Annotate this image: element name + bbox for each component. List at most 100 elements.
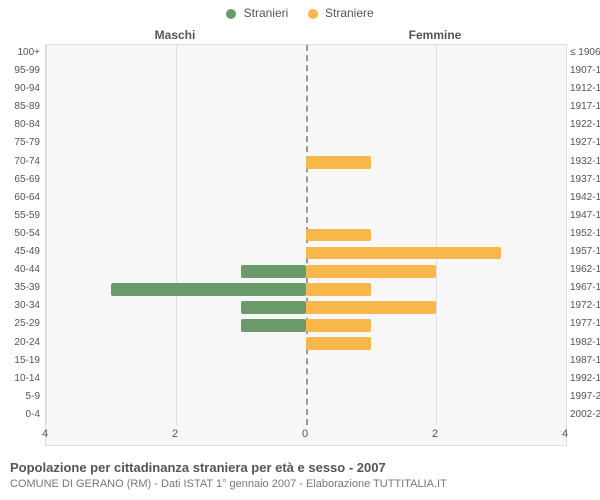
bar-female [306,283,371,296]
pyramid-row-female [306,316,566,334]
legend-label-female: Straniere [325,6,374,20]
year-label: 1927-1931 [570,134,600,152]
pyramid-row-female [306,190,566,208]
pyramid-row-female [306,353,566,371]
age-label: 70-74 [4,153,40,171]
pyramid-row-female [306,244,566,262]
pyramid-row-male [46,190,306,208]
year-label: 1962-1966 [570,261,600,279]
year-label: ≤ 1906 [570,44,600,62]
age-label: 30-34 [4,297,40,315]
bar-female [306,156,371,169]
age-label: 0-4 [4,406,40,424]
pyramid-row-female [306,262,566,280]
legend-swatch-male [226,9,236,19]
age-label: 75-79 [4,134,40,152]
chart-title: Popolazione per cittadinanza straniera p… [10,460,590,475]
year-label: 2002-2006 [570,406,600,424]
female-panel [306,45,566,425]
pyramid-row-male [46,298,306,316]
pyramid-row-female [306,226,566,244]
pyramid-row-female [306,335,566,353]
x-tick-label: 4 [35,428,55,440]
pyramid-row-female [306,280,566,298]
year-label: 1907-1911 [570,62,600,80]
pyramid-row-female [306,407,566,425]
x-tick-label: 2 [425,428,445,440]
year-label: 1992-1996 [570,370,600,388]
age-label: 50-54 [4,225,40,243]
age-label: 80-84 [4,116,40,134]
age-label: 55-59 [4,207,40,225]
bar-male [241,265,306,278]
x-tick-label: 0 [295,428,315,440]
gridline [566,45,567,425]
age-label: 25-29 [4,315,40,333]
pyramid-row-female [306,389,566,407]
pyramid-row-male [46,280,306,298]
x-tick-label: 4 [555,428,575,440]
age-label: 45-49 [4,243,40,261]
age-label: 100+ [4,44,40,62]
bar-male [241,301,306,314]
population-pyramid-chart: Stranieri Straniere Maschi Femmine Fasce… [0,0,600,500]
pyramid-row-female [306,208,566,226]
pyramid-row-female [306,371,566,389]
pyramid-row-male [46,117,306,135]
year-label: 1937-1941 [570,171,600,189]
age-label: 15-19 [4,352,40,370]
year-label: 1932-1936 [570,153,600,171]
legend-item-female: Straniere [308,6,374,20]
pyramid-row-male [46,389,306,407]
bar-female [306,229,371,242]
year-label: 1912-1916 [570,80,600,98]
bar-male [241,319,306,332]
bar-female [306,337,371,350]
age-label: 40-44 [4,261,40,279]
pyramid-row-male [46,353,306,371]
year-label: 1967-1971 [570,279,600,297]
pyramid-row-female [306,298,566,316]
year-label: 1922-1926 [570,116,600,134]
age-label: 90-94 [4,80,40,98]
age-label: 10-14 [4,370,40,388]
pyramid-row-female [306,63,566,81]
column-title-female: Femmine [305,28,565,42]
year-label: 1942-1946 [570,189,600,207]
legend-swatch-female [308,9,318,19]
pyramid-row-male [46,316,306,334]
pyramid-row-female [306,172,566,190]
pyramid-row-female [306,99,566,117]
pyramid-row-male [46,208,306,226]
year-label: 1917-1921 [570,98,600,116]
pyramid-row-male [46,371,306,389]
age-label: 35-39 [4,279,40,297]
pyramid-row-male [46,172,306,190]
pyramid-row-male [46,335,306,353]
male-panel [46,45,308,425]
pyramid-row-female [306,81,566,99]
pyramid-row-male [46,262,306,280]
year-label: 1987-1991 [570,352,600,370]
age-label: 20-24 [4,334,40,352]
age-label: 85-89 [4,98,40,116]
pyramid-row-male [46,154,306,172]
pyramid-row-female [306,135,566,153]
pyramid-row-female [306,154,566,172]
year-label: 1982-1986 [570,334,600,352]
year-label: 1947-1951 [570,207,600,225]
year-label: 1972-1976 [570,297,600,315]
chart-subtitle: COMUNE DI GERANO (RM) - Dati ISTAT 1° ge… [10,478,590,490]
bar-male [111,283,306,296]
bar-female [306,265,436,278]
pyramid-row-male [46,45,306,63]
legend: Stranieri Straniere [0,6,600,20]
pyramid-row-male [46,407,306,425]
x-tick-label: 2 [165,428,185,440]
bar-female [306,247,501,260]
year-label: 1977-1981 [570,315,600,333]
pyramid-row-male [46,63,306,81]
age-label: 95-99 [4,62,40,80]
pyramid-row-male [46,81,306,99]
pyramid-row-male [46,226,306,244]
